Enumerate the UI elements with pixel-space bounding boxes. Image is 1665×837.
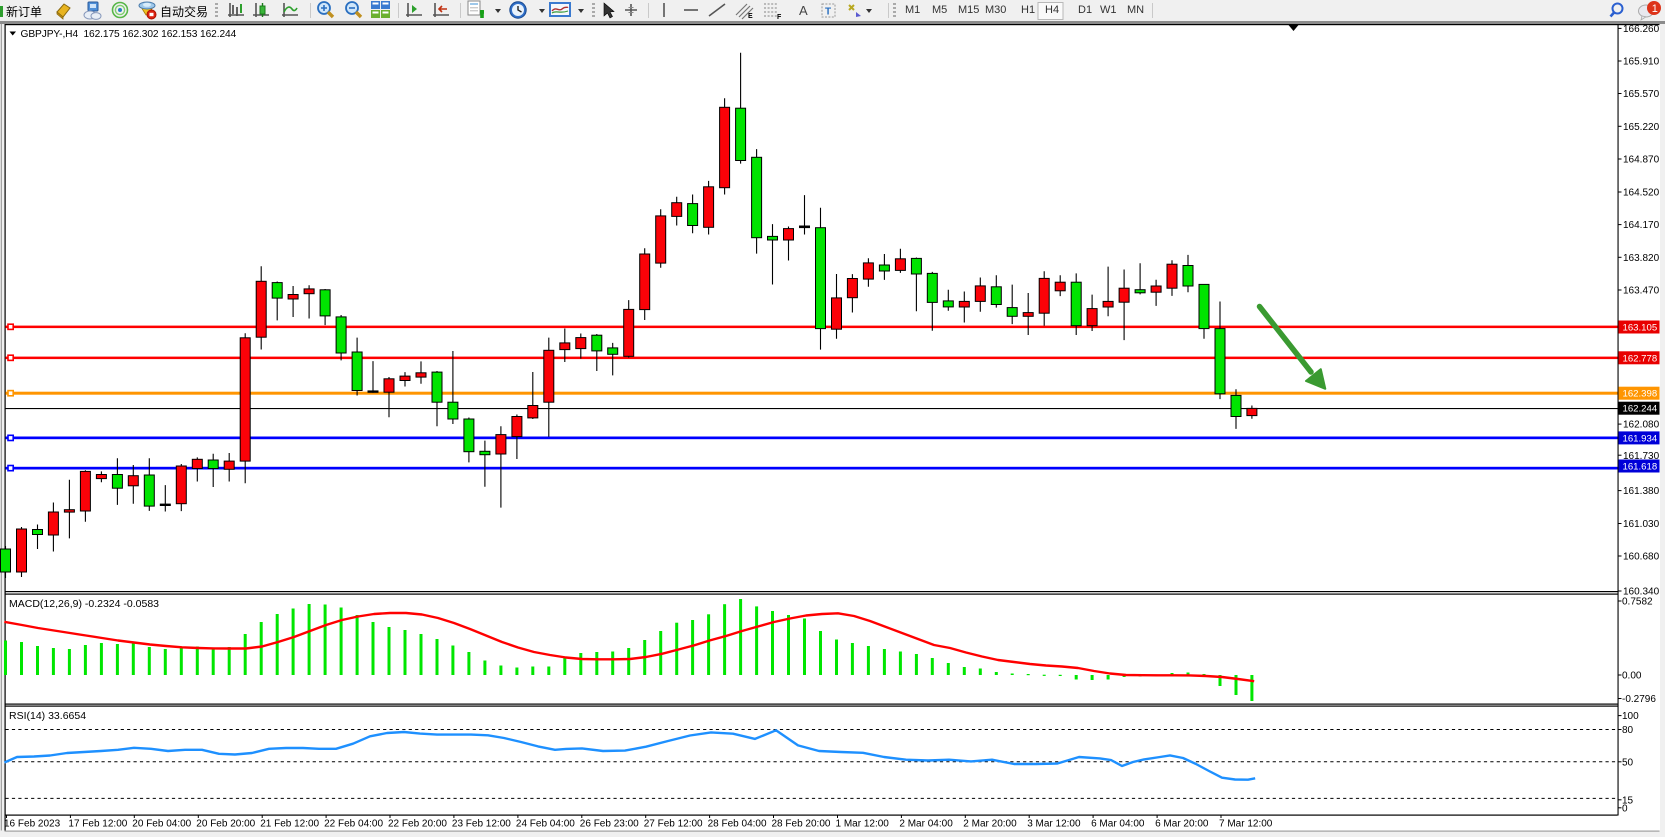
svg-text:6 Mar 20:00: 6 Mar 20:00 (1155, 819, 1209, 830)
svg-text:0: 0 (1622, 803, 1628, 814)
svg-text:28 Feb 04:00: 28 Feb 04:00 (708, 819, 767, 830)
svg-text:164.870: 164.870 (1623, 155, 1660, 166)
svg-text:162.398: 162.398 (1623, 389, 1658, 400)
svg-text:164.170: 164.170 (1623, 220, 1660, 231)
svg-text:163.105: 163.105 (1623, 323, 1658, 334)
svg-text:3 Mar 12:00: 3 Mar 12:00 (1027, 819, 1081, 830)
svg-text:23 Feb 12:00: 23 Feb 12:00 (452, 819, 511, 830)
svg-text:15: 15 (1622, 795, 1634, 806)
svg-text:20 Feb 20:00: 20 Feb 20:00 (196, 819, 255, 830)
svg-text:165.220: 165.220 (1623, 122, 1660, 133)
svg-text:165.910: 165.910 (1623, 57, 1660, 68)
svg-text:2 Mar 04:00: 2 Mar 04:00 (899, 819, 953, 830)
svg-text:166.260: 166.260 (1623, 24, 1660, 35)
svg-text:A: A (799, 3, 808, 18)
svg-text:161.934: 161.934 (1623, 433, 1658, 444)
svg-text:162.244: 162.244 (1623, 404, 1658, 415)
svg-text:MACD(12,26,9) -0.2324 -0.0583: MACD(12,26,9) -0.2324 -0.0583 (9, 598, 159, 610)
svg-text:80: 80 (1622, 725, 1634, 736)
svg-text:17 Feb 12:00: 17 Feb 12:00 (68, 819, 127, 830)
svg-text:161.618: 161.618 (1623, 462, 1658, 473)
svg-text:16 Feb 2023: 16 Feb 2023 (4, 819, 61, 830)
svg-text:160.340: 160.340 (1623, 587, 1660, 598)
svg-text:161.380: 161.380 (1623, 486, 1660, 497)
svg-text:162.778: 162.778 (1623, 353, 1658, 364)
svg-text:22 Feb 20:00: 22 Feb 20:00 (388, 819, 447, 830)
svg-text:164.520: 164.520 (1623, 188, 1660, 199)
svg-text:21 Feb 12:00: 21 Feb 12:00 (260, 819, 319, 830)
svg-text:GBPJPY-,H4 162.175 162.302 16: GBPJPY-,H4 162.175 162.302 162.153 162.2… (21, 29, 237, 40)
svg-text:28 Feb 20:00: 28 Feb 20:00 (772, 819, 831, 830)
svg-text:2 Mar 20:00: 2 Mar 20:00 (963, 819, 1017, 830)
svg-text:-0.2796: -0.2796 (1622, 694, 1656, 705)
svg-text:161.030: 161.030 (1623, 519, 1660, 530)
svg-text:27 Feb 12:00: 27 Feb 12:00 (644, 819, 703, 830)
svg-text:100: 100 (1622, 711, 1639, 722)
svg-text:22 Feb 04:00: 22 Feb 04:00 (324, 819, 383, 830)
svg-text:161.730: 161.730 (1623, 451, 1660, 462)
svg-text:7 Mar 12:00: 7 Mar 12:00 (1219, 819, 1273, 830)
svg-text:50: 50 (1622, 757, 1634, 768)
svg-text:26 Feb 23:00: 26 Feb 23:00 (580, 819, 639, 830)
svg-text:20 Feb 04:00: 20 Feb 04:00 (132, 819, 191, 830)
svg-text:0.00: 0.00 (1622, 671, 1642, 682)
svg-text:T: T (825, 7, 831, 18)
svg-text:24 Feb 04:00: 24 Feb 04:00 (516, 819, 575, 830)
svg-text:165.570: 165.570 (1623, 89, 1660, 100)
svg-text:163.470: 163.470 (1623, 286, 1660, 297)
svg-text:RSI(14) 33.6654: RSI(14) 33.6654 (9, 710, 86, 722)
svg-text:0.7582: 0.7582 (1622, 597, 1653, 608)
svg-text:1: 1 (1652, 3, 1658, 15)
svg-text:162.080: 162.080 (1623, 420, 1660, 431)
svg-text:1 Mar 12:00: 1 Mar 12:00 (836, 819, 890, 830)
svg-text:E: E (748, 13, 753, 20)
svg-text:6 Mar 04:00: 6 Mar 04:00 (1091, 819, 1145, 830)
svg-text:F: F (777, 14, 782, 21)
svg-text:163.820: 163.820 (1623, 253, 1660, 264)
svg-text:160.680: 160.680 (1623, 552, 1660, 563)
